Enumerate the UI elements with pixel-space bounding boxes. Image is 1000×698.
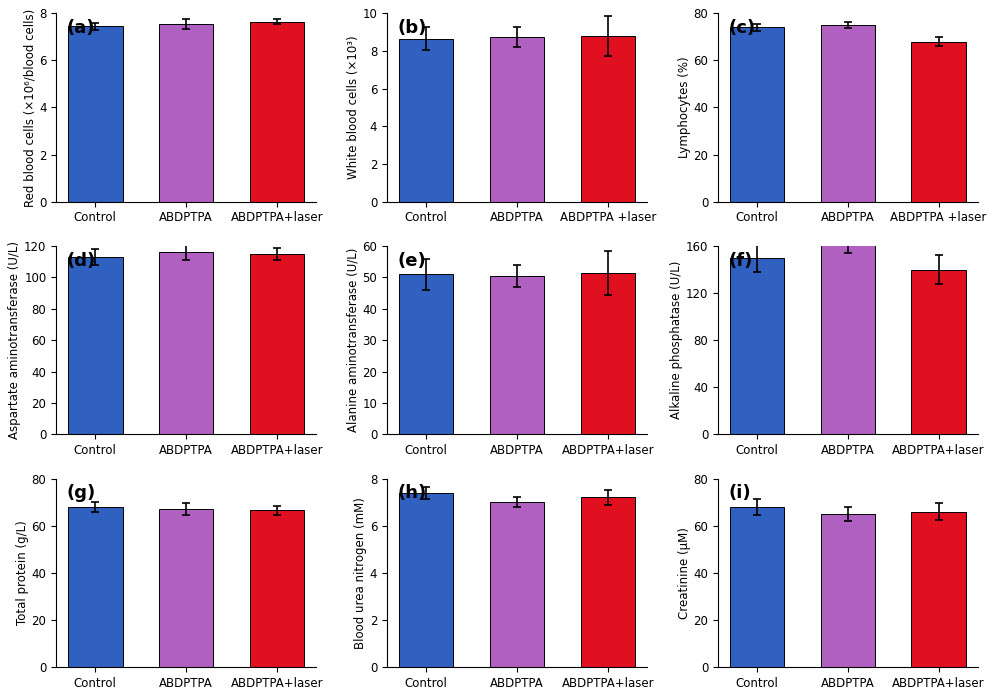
Bar [159,510,213,667]
Text: (i): (i) [728,484,751,503]
Bar [159,24,213,202]
Bar [911,512,966,667]
Y-axis label: Alkaline phosphatase (U/L): Alkaline phosphatase (U/L) [670,261,683,419]
Text: (f): (f) [728,252,753,269]
Bar [911,269,966,434]
Bar [821,244,875,434]
Text: (h): (h) [397,484,427,503]
Bar [68,257,123,434]
Y-axis label: Total protein (g/L): Total protein (g/L) [16,521,29,625]
Bar [821,514,875,667]
Bar [399,493,453,667]
Text: (c): (c) [728,19,755,37]
Bar [250,22,304,202]
Bar [159,252,213,434]
Bar [911,42,966,202]
Y-axis label: Creatinine (µM): Creatinine (µM) [678,527,691,618]
Bar [399,39,453,202]
Y-axis label: Red blood cells (×10⁶/blood cells): Red blood cells (×10⁶/blood cells) [23,8,36,207]
Bar [730,27,784,202]
Bar [250,510,304,667]
Text: (g): (g) [67,484,96,503]
Y-axis label: Blood urea nitrogen (mM): Blood urea nitrogen (mM) [354,497,367,648]
Text: (e): (e) [397,252,426,269]
Bar [821,25,875,202]
Bar [581,36,635,202]
Y-axis label: Lymphocytes (%): Lymphocytes (%) [678,57,691,158]
Text: (d): (d) [67,252,96,269]
Y-axis label: White blood cells (×10³): White blood cells (×10³) [347,36,360,179]
Bar [399,274,453,434]
Text: (b): (b) [397,19,427,37]
Bar [581,273,635,434]
Bar [490,37,544,202]
Y-axis label: Aspartate aminotransferase (U/L): Aspartate aminotransferase (U/L) [8,241,21,439]
Bar [581,498,635,667]
Text: (a): (a) [67,19,95,37]
Y-axis label: Alanine aminotransferase (U/L): Alanine aminotransferase (U/L) [347,248,360,432]
Bar [250,254,304,434]
Bar [68,507,123,667]
Bar [730,258,784,434]
Bar [490,276,544,434]
Bar [730,507,784,667]
Bar [68,27,123,202]
Bar [490,502,544,667]
